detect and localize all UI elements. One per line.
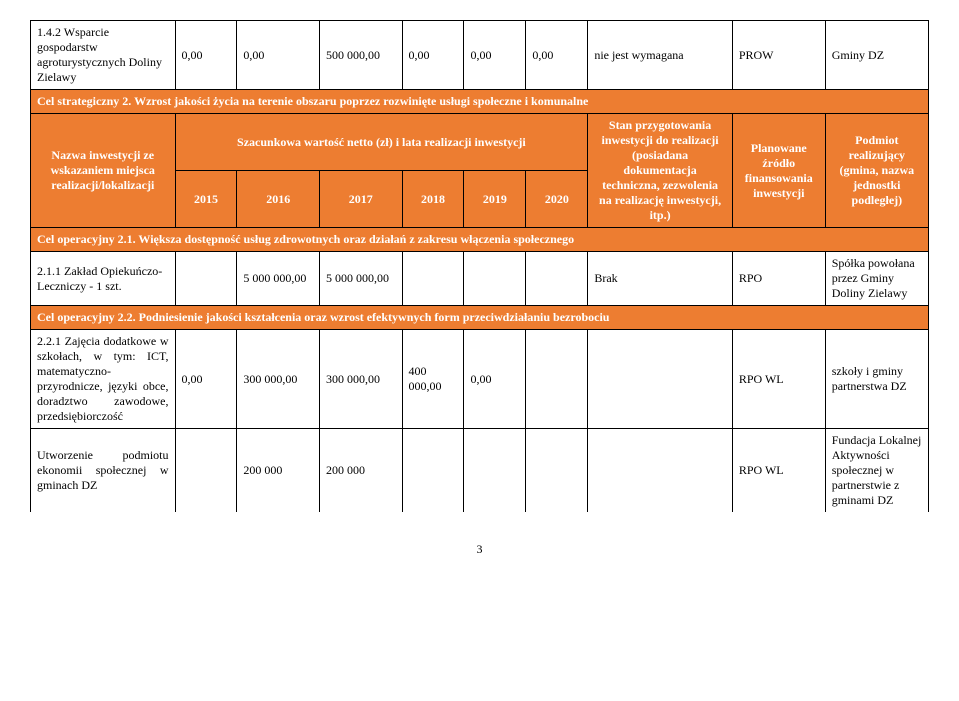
cell-stan bbox=[588, 429, 733, 513]
cell: 0,00 bbox=[175, 330, 237, 429]
cell: 300 000,00 bbox=[319, 330, 402, 429]
hdr-stan: Stan przygotowania inwestycji do realiza… bbox=[588, 114, 733, 228]
row-cel-op-2-2: Cel operacyjny 2.2. Podniesienie jakości… bbox=[31, 306, 929, 330]
cell-pod: Spółka powołana przez Gminy Doliny Ziela… bbox=[825, 252, 928, 306]
cel-op-2-1: Cel operacyjny 2.1. Większa dostępność u… bbox=[31, 228, 929, 252]
cell-stan bbox=[588, 330, 733, 429]
cell: 5 000 000,00 bbox=[237, 252, 320, 306]
hdr-2017: 2017 bbox=[319, 171, 402, 228]
cell-stan: nie jest wymagana bbox=[588, 21, 733, 90]
row-2-2-1: 2.2.1 Zajęcia dodatkowe w szkołach, w ty… bbox=[31, 330, 929, 429]
hdr-szac: Szacunkowa wartość netto (zł) i lata rea… bbox=[175, 114, 588, 171]
hdr-name: Nazwa inwestycji ze wskazaniem miejsca r… bbox=[31, 114, 176, 228]
cell: 0,00 bbox=[464, 21, 526, 90]
cell: 0,00 bbox=[175, 21, 237, 90]
cell bbox=[526, 429, 588, 513]
cell: 300 000,00 bbox=[237, 330, 320, 429]
cell bbox=[526, 252, 588, 306]
cell: 5 000 000,00 bbox=[319, 252, 402, 306]
main-table: 1.4.2 Wsparcie gospodarstw agroturystycz… bbox=[30, 20, 929, 512]
cell: 0,00 bbox=[526, 21, 588, 90]
hdr-2015: 2015 bbox=[175, 171, 237, 228]
cell: 200 000 bbox=[319, 429, 402, 513]
cell: 0,00 bbox=[402, 21, 464, 90]
cell-pod: Gminy DZ bbox=[825, 21, 928, 90]
cell-stan: Brak bbox=[588, 252, 733, 306]
hdr-2020: 2020 bbox=[526, 171, 588, 228]
cell: 0,00 bbox=[464, 330, 526, 429]
cell: 500 000,00 bbox=[319, 21, 402, 90]
cell-pod: Fundacja Lokalnej Aktywności społecznej … bbox=[825, 429, 928, 513]
cell bbox=[464, 429, 526, 513]
hdr-2019: 2019 bbox=[464, 171, 526, 228]
cell-name: Utworzenie podmiotu ekonomii społecznej … bbox=[31, 429, 176, 513]
row-cel-strat-2: Cel strategiczny 2. Wzrost jakości życia… bbox=[31, 90, 929, 114]
row-2-1-1: 2.1.1 Zakład Opiekuńczo-Leczniczy - 1 sz… bbox=[31, 252, 929, 306]
cell-name: 2.2.1 Zajęcia dodatkowe w szkołach, w ty… bbox=[31, 330, 176, 429]
cell bbox=[175, 429, 237, 513]
cell: 200 000 bbox=[237, 429, 320, 513]
cell-name: 2.1.1 Zakład Opiekuńczo-Leczniczy - 1 sz… bbox=[31, 252, 176, 306]
page-number: 3 bbox=[30, 542, 929, 557]
cell-plan: RPO bbox=[732, 252, 825, 306]
cell-name: 1.4.2 Wsparcie gospodarstw agroturystycz… bbox=[31, 21, 176, 90]
cel-strat-2: Cel strategiczny 2. Wzrost jakości życia… bbox=[31, 90, 929, 114]
cell bbox=[402, 252, 464, 306]
header-row-1: Nazwa inwestycji ze wskazaniem miejsca r… bbox=[31, 114, 929, 171]
cell-plan: PROW bbox=[732, 21, 825, 90]
cell: 400 000,00 bbox=[402, 330, 464, 429]
cell bbox=[402, 429, 464, 513]
cell-plan: RPO WL bbox=[732, 429, 825, 513]
cell bbox=[175, 252, 237, 306]
hdr-plan: Planowane źródło finansowania inwestycji bbox=[732, 114, 825, 228]
hdr-pod: Podmiot realizujący (gmina, nazwa jednos… bbox=[825, 114, 928, 228]
cell bbox=[464, 252, 526, 306]
cell: 0,00 bbox=[237, 21, 320, 90]
row-1-4-2: 1.4.2 Wsparcie gospodarstw agroturystycz… bbox=[31, 21, 929, 90]
cell-plan: RPO WL bbox=[732, 330, 825, 429]
hdr-2016: 2016 bbox=[237, 171, 320, 228]
cell bbox=[526, 330, 588, 429]
cel-op-2-2: Cel operacyjny 2.2. Podniesienie jakości… bbox=[31, 306, 929, 330]
hdr-2018: 2018 bbox=[402, 171, 464, 228]
cell-pod: szkoły i gminy partnerstwa DZ bbox=[825, 330, 928, 429]
row-utworzenie: Utworzenie podmiotu ekonomii społecznej … bbox=[31, 429, 929, 513]
row-cel-op-2-1: Cel operacyjny 2.1. Większa dostępność u… bbox=[31, 228, 929, 252]
